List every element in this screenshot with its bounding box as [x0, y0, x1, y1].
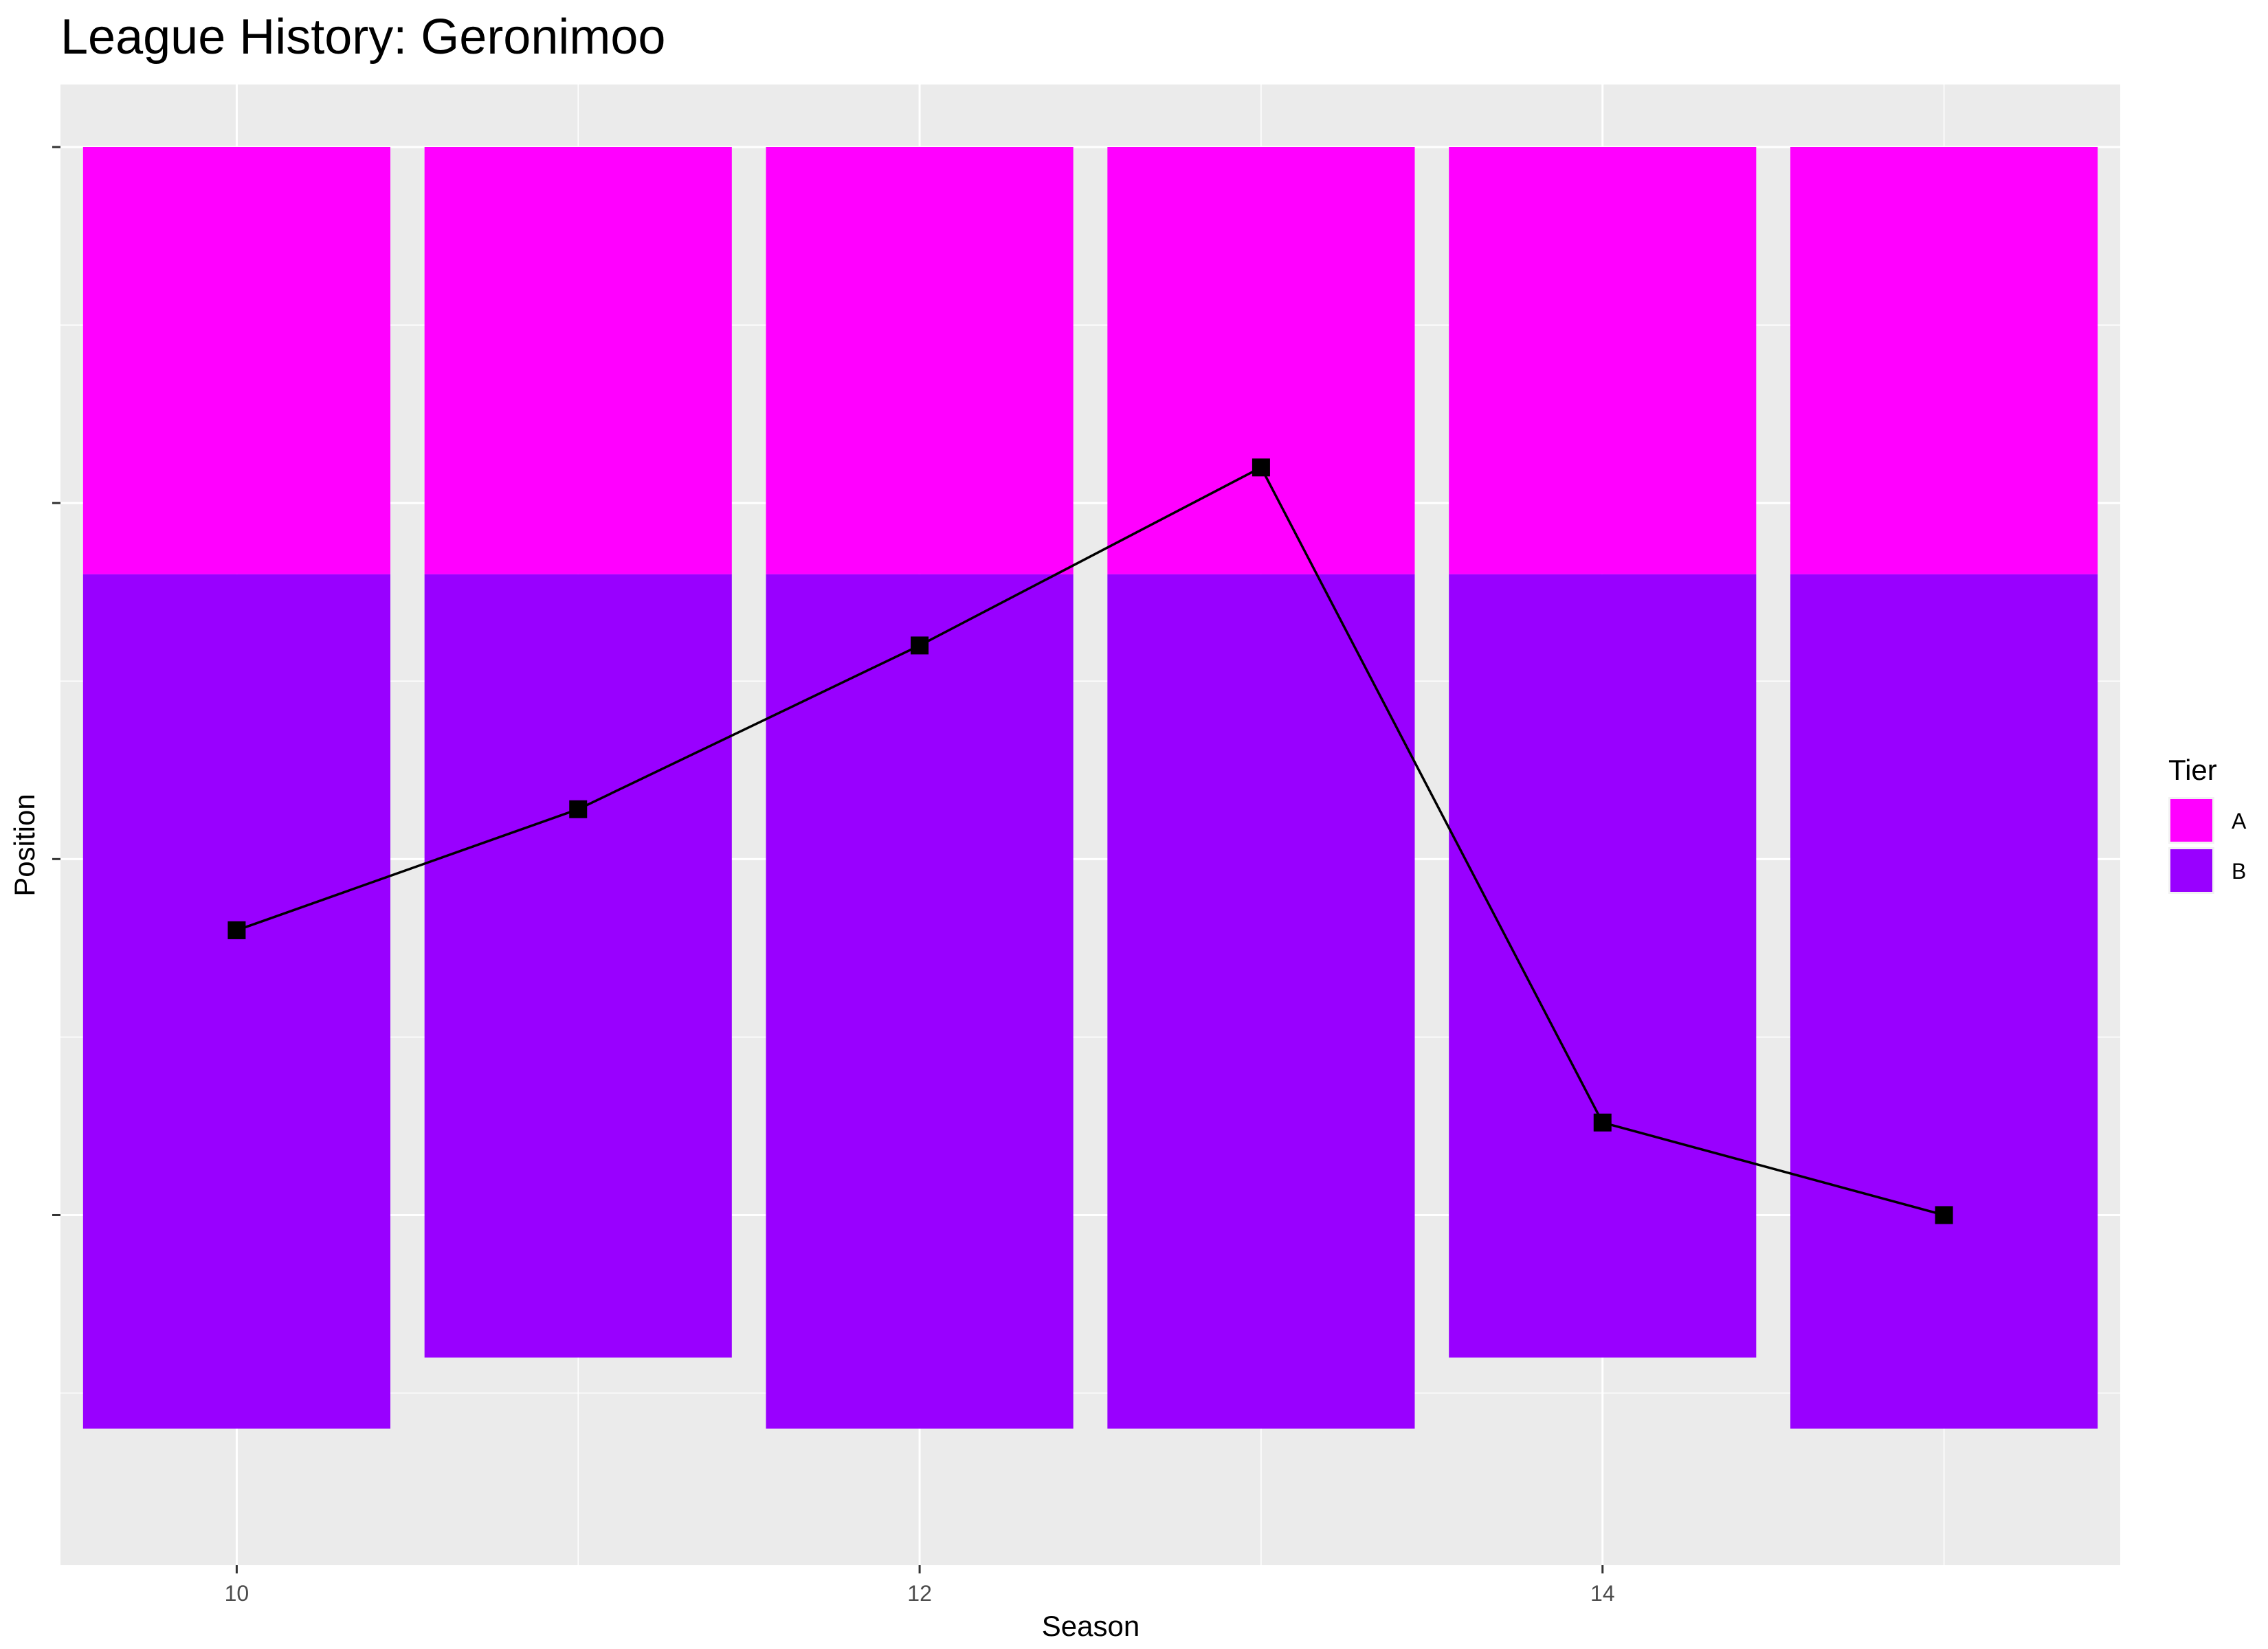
- bar-tier-a-season-14: [1449, 147, 1757, 574]
- position-line-path: [236, 465, 1945, 1217]
- x-tick-label: 12: [907, 1581, 932, 1606]
- bar-tier-a-season-12: [766, 147, 1074, 574]
- y-axis-title: Position: [8, 794, 41, 896]
- position-point-season-11: [569, 800, 588, 818]
- position-point-season-14: [1593, 1113, 1612, 1132]
- legend-label-A: A: [2232, 809, 2247, 833]
- bar-tier-b-season-15: [1790, 574, 2098, 1429]
- bar-tier-a-season-13: [1107, 147, 1415, 574]
- bar-tier-b-season-13: [1107, 574, 1415, 1429]
- position-point-season-10: [227, 921, 246, 939]
- position-line: [227, 458, 1953, 1224]
- position-point-season-12: [911, 636, 929, 655]
- chart-title: League History: Geronimoo: [60, 10, 665, 65]
- bar-tier-b-season-10: [82, 574, 390, 1429]
- position-point-season-13: [1252, 458, 1270, 477]
- bar-tier-a-season-10: [82, 147, 390, 574]
- legend-title: Tier: [2168, 754, 2217, 786]
- x-tick-label: 10: [225, 1581, 249, 1606]
- bar-tier-a-season-15: [1790, 147, 2098, 574]
- bar-tier-b-season-11: [424, 574, 732, 1358]
- bar-tier-a-season-11: [424, 147, 732, 574]
- legend-label-B: B: [2232, 859, 2246, 884]
- bar-tier-b-season-12: [766, 574, 1074, 1429]
- legend-key-B: [2170, 849, 2212, 892]
- bar-tier-b-season-14: [1449, 574, 1757, 1358]
- x-axis-title: Season: [1042, 1610, 1139, 1642]
- axes: 10 12 14: [52, 146, 1615, 1606]
- legend: Tier A B: [2168, 754, 2247, 894]
- legend-key-A: [2170, 799, 2212, 842]
- bars: [82, 147, 2098, 1429]
- x-tick-label: 14: [1590, 1581, 1615, 1606]
- position-point-season-15: [1935, 1206, 1953, 1224]
- plot-panel: [60, 85, 2120, 1565]
